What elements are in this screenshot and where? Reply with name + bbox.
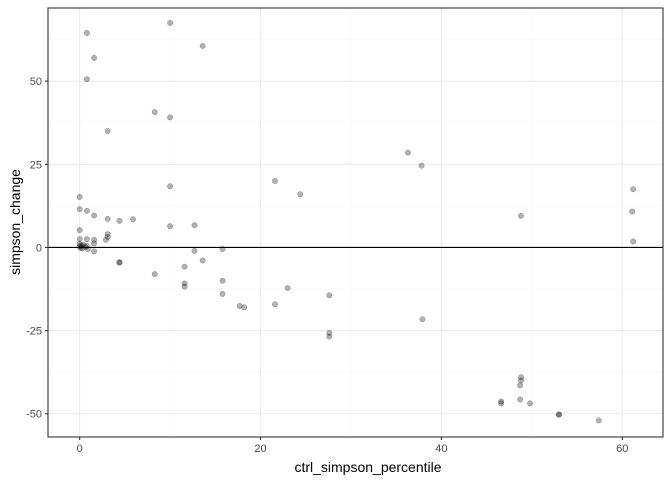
y-tick-label: 25 xyxy=(30,159,42,171)
data-point xyxy=(104,215,111,222)
plot-panel xyxy=(47,7,664,438)
data-point xyxy=(83,207,90,214)
data-point xyxy=(236,303,243,309)
data-point xyxy=(167,183,174,190)
data-point xyxy=(91,54,98,61)
data-point xyxy=(116,259,123,266)
y-tick-label: -50 xyxy=(26,409,42,421)
data-point xyxy=(104,233,111,240)
data-point xyxy=(76,227,83,234)
data-point xyxy=(518,377,524,384)
data-point xyxy=(83,76,90,83)
data-point xyxy=(181,283,188,290)
data-point xyxy=(91,212,98,219)
data-point xyxy=(77,244,84,251)
data-point xyxy=(181,263,188,270)
data-point xyxy=(76,241,83,248)
x-tick-label: 60 xyxy=(616,443,628,455)
data-point xyxy=(595,417,602,424)
data-point xyxy=(79,245,86,252)
data-point xyxy=(104,128,111,134)
data-point xyxy=(199,42,206,49)
data-point xyxy=(219,277,226,284)
data-point xyxy=(84,246,91,253)
data-point xyxy=(418,162,425,169)
data-point xyxy=(116,259,123,266)
data-point xyxy=(76,236,83,243)
data-point xyxy=(498,400,505,407)
data-point xyxy=(517,396,524,403)
data-point xyxy=(91,248,98,255)
data-point xyxy=(181,280,188,287)
x-tick-label: 0 xyxy=(77,443,83,455)
data-point xyxy=(326,292,333,299)
panel-border xyxy=(47,7,664,438)
data-point xyxy=(199,257,206,264)
data-point xyxy=(518,212,524,219)
data-point xyxy=(405,149,411,156)
data-point xyxy=(219,246,226,253)
x-axis-title: ctrl_simpson_percentile xyxy=(294,459,441,475)
data-point xyxy=(130,216,136,223)
data-point xyxy=(272,301,278,308)
data-point xyxy=(191,247,198,254)
data-point xyxy=(76,206,83,213)
data-point xyxy=(91,240,98,247)
data-point xyxy=(241,304,248,311)
y-tick-label: -25 xyxy=(26,326,42,338)
data-point xyxy=(167,20,174,26)
data-point xyxy=(517,382,524,389)
data-point xyxy=(191,222,198,229)
data-point xyxy=(326,329,333,336)
data-point xyxy=(297,191,304,198)
data-point xyxy=(91,236,98,243)
data-point xyxy=(76,243,83,250)
data-point xyxy=(167,223,174,230)
data-point xyxy=(82,243,89,250)
data-point xyxy=(80,241,87,248)
data-point xyxy=(326,333,333,340)
data-point xyxy=(518,374,524,381)
data-point xyxy=(629,208,636,215)
data-point xyxy=(83,243,90,250)
data-point xyxy=(556,411,562,418)
data-point xyxy=(419,316,426,323)
data-point xyxy=(151,271,158,277)
data-point xyxy=(83,236,90,243)
data-point xyxy=(498,398,505,405)
data-point xyxy=(104,231,111,238)
x-tick-label: 40 xyxy=(435,443,447,455)
data-point xyxy=(102,236,109,243)
data-point xyxy=(630,238,637,245)
y-axis-title: simpson_change xyxy=(7,169,23,275)
data-point xyxy=(527,400,534,407)
y-tick-label: 0 xyxy=(36,242,42,254)
data-point xyxy=(76,193,83,200)
data-point xyxy=(630,186,637,193)
data-point xyxy=(219,291,226,297)
data-point xyxy=(83,29,90,36)
data-point xyxy=(167,114,174,121)
data-point xyxy=(272,177,278,184)
data-point xyxy=(151,109,158,116)
y-tick-label: 50 xyxy=(30,76,42,88)
data-point xyxy=(116,217,123,224)
x-tick-label: 20 xyxy=(254,443,266,455)
data-point xyxy=(78,242,85,249)
data-point xyxy=(284,285,291,291)
data-point xyxy=(556,411,562,418)
